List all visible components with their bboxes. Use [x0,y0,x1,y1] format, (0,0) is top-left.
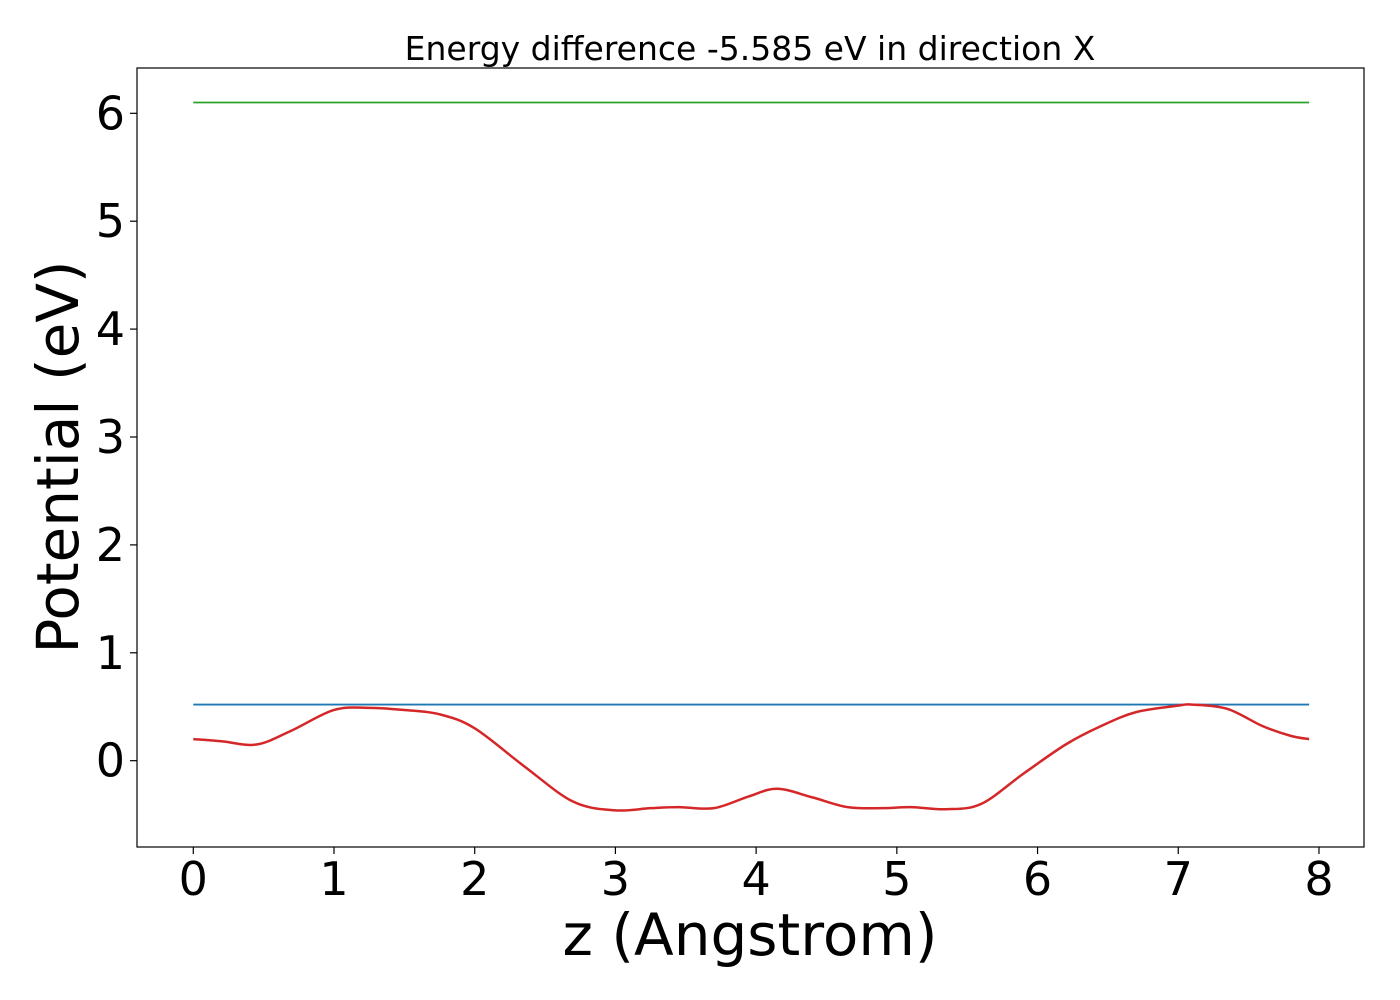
y-tick-label: 5 [96,194,125,248]
x-tick-label: 5 [882,852,911,906]
x-tick-label: 3 [601,852,630,906]
x-tick-label: 8 [1304,852,1333,906]
x-tick-label: 1 [319,852,348,906]
x-ticks: 0 1 2 3 4 5 6 7 8 [179,847,1334,906]
y-tick-label: 6 [96,86,125,140]
x-tick-label: 7 [1164,852,1193,906]
x-tick-label: 0 [179,852,208,906]
x-tick-label: 2 [460,852,489,906]
series-layer [193,101,1310,812]
y-axis-label: Potential (eV) [24,260,92,653]
y-tick-label: 0 [96,734,125,788]
y-tick-label: 3 [96,410,125,464]
series-line-2 [193,703,1310,812]
y-tick-label: 2 [96,518,125,572]
x-axis-label: z (Angstrom) [563,901,938,969]
x-tick-label: 6 [1023,852,1052,906]
y-ticks: 0 1 2 3 4 5 6 [96,86,137,788]
plot-frame [136,67,1365,848]
chart-title: Energy difference -5.585 eV in direction… [405,29,1096,68]
plot-area: 0 1 2 3 4 5 6 7 8 0 1 2 3 4 5 6 [96,67,1365,906]
y-tick-label: 4 [96,302,125,356]
x-tick-label: 4 [741,852,770,906]
y-tick-label: 1 [96,626,125,680]
